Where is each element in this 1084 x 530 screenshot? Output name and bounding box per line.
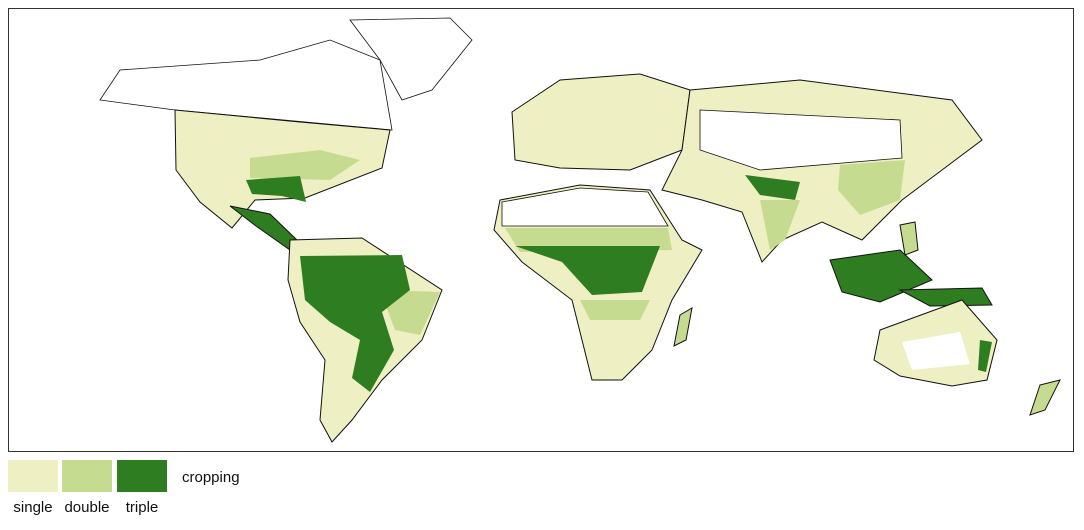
- india-double: [760, 200, 800, 250]
- australia-east-triple: [978, 340, 992, 372]
- legend-swatch: [62, 460, 112, 492]
- world-map: [99, 17, 1061, 443]
- legend-label: double: [64, 499, 109, 516]
- sahara: [501, 187, 669, 227]
- legend-swatch: [8, 460, 58, 492]
- amazon-triple: [300, 255, 410, 392]
- legend-label: single: [13, 499, 52, 516]
- china-double: [838, 160, 905, 215]
- legend: cropping single double triple: [8, 460, 240, 516]
- greenland: [349, 17, 473, 101]
- legend-title: cropping: [182, 469, 240, 486]
- central-asia: [699, 109, 903, 171]
- us-triple: [246, 176, 306, 202]
- australia-interior: [902, 332, 970, 370]
- indonesia-east: [898, 287, 993, 307]
- new-zealand: [1029, 379, 1061, 416]
- philippines: [899, 221, 919, 256]
- india-triple: [745, 175, 800, 200]
- legend-swatch: [117, 460, 167, 492]
- madagascar: [673, 307, 693, 347]
- central-africa-triple: [515, 246, 660, 295]
- southern-africa-double: [580, 300, 650, 320]
- legend-label: triple: [126, 499, 159, 516]
- us-double: [250, 150, 360, 180]
